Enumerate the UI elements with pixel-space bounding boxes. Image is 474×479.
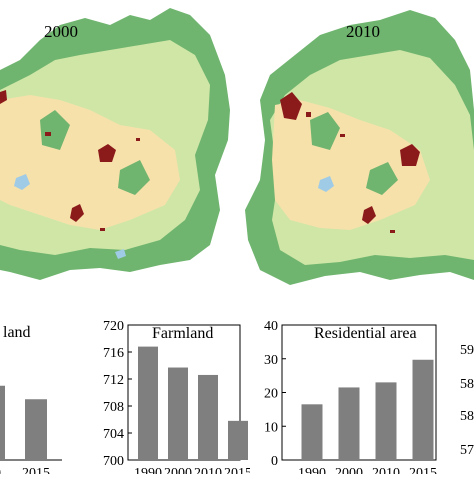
residential-patch [390,230,395,233]
y-tick-label: 30 [264,353,278,368]
x-tick-label: 2010 [372,466,400,474]
forest-patch [310,112,340,150]
forest-patch [40,110,70,150]
y-tick-label: 57 [460,443,474,458]
y-tick-label: 704 [103,427,124,442]
bar [0,385,5,460]
x-tick-label: 2015 [22,466,50,474]
chart-partial-right: 59 58 58 57 [440,300,474,474]
residential-patch [306,112,311,117]
residential-patch [98,144,116,162]
x-tick-label: 2000 [335,466,363,474]
bar [198,374,218,460]
residential-patch [340,134,345,137]
water-body [115,249,126,259]
x-tick-label: 1990 [134,466,162,474]
x-tick-label: 2000 [164,466,192,474]
y-tick-label: 0 [271,454,278,469]
bar [25,399,47,460]
bar [338,387,360,460]
y-tick-label: 10 [264,420,278,435]
y-tick-label: 40 [264,319,278,334]
chart-farmland: Farmland 700 704 708 712 716 720 1990 2000 2010… [92,300,252,479]
residential-patch [362,206,376,224]
chart-partial-left: land 10 2015 [0,300,92,479]
bar [301,404,323,460]
map-title: 2000 [44,22,78,41]
bar [138,346,158,460]
y-tick-label: 716 [103,346,124,361]
y-tick-label: 58 [460,409,474,424]
chart-residential-area: Residential area 0 10 20 30 40 1990 2000 2010 2… [252,300,440,479]
residential-patch [0,90,7,104]
residential-patch [45,132,51,136]
x-tick-label: 2015 [409,466,437,474]
y-tick-label: 700 [103,454,124,469]
y-tick-label: 58 [460,377,474,392]
residential-patch [136,138,140,141]
chart-title: Farmland [152,325,213,342]
residential-patch [100,228,105,231]
bar [375,382,397,460]
water-body [14,174,30,190]
y-tick-label: 59 [460,343,474,358]
water-body [318,176,334,192]
x-tick-label: 10 [0,466,1,474]
bar [168,367,188,460]
x-tick-label: 1990 [298,466,326,474]
forest-patch [118,160,150,195]
forest-patch [366,162,398,195]
y-tick-label: 20 [264,387,278,402]
x-tick-label: 2015 [224,466,250,474]
map-title: 2010 [346,22,380,41]
land-use-map-2010: 2010 [240,0,474,300]
land-use-map-2000: 2000 [0,0,240,300]
y-tick-label: 708 [103,400,124,415]
chart-title: Residential area [314,325,417,342]
y-tick-label: 720 [103,319,124,334]
chart-title: land [3,324,31,341]
y-tick-label: 712 [103,373,124,388]
bar [412,359,434,460]
residential-patch [70,204,84,222]
bar [228,420,248,460]
residential-patch [280,92,302,120]
residential-patch [400,144,420,166]
x-tick-label: 2010 [194,466,222,474]
